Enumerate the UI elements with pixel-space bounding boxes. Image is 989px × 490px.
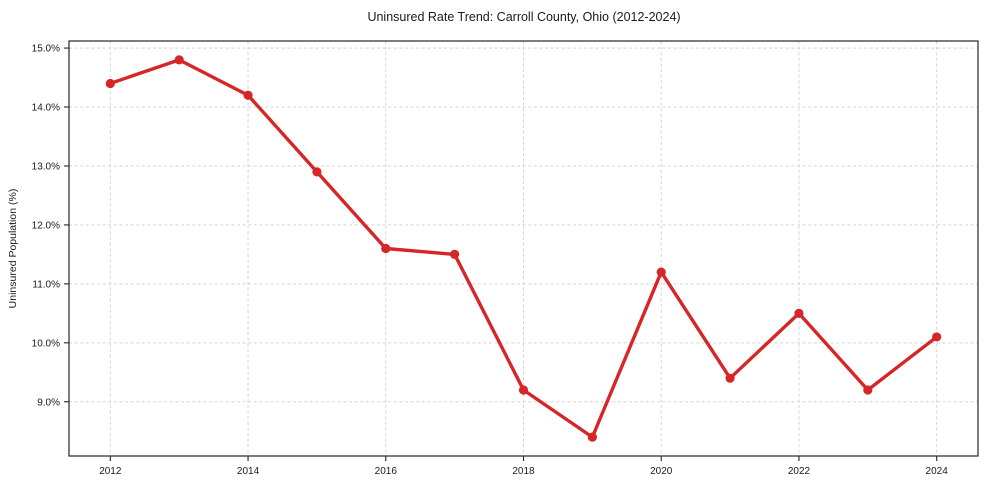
x-tick-label: 2020 [650,466,673,477]
y-tick-label: 12.0% [32,220,60,231]
data-point-marker [312,167,322,177]
y-axis-label: Uninsured Population (%) [7,189,19,309]
x-tick-labels: 2012 2014 2016 2018 2020 2022 2024 [99,466,948,477]
data-point-marker [450,249,460,259]
y-tick-label: 15.0% [32,44,60,55]
x-tick-label: 2024 [926,466,949,477]
x-tick-label: 2012 [99,466,122,477]
data-point-marker [518,385,529,395]
y-tick-label: 13.0% [32,161,60,172]
data-series [105,55,942,442]
axis-ticks [64,47,938,461]
data-point-marker [587,432,597,442]
chart-title: Uninsured Rate Trend: Carroll County, Oh… [367,10,680,24]
y-tick-label: 14.0% [32,103,60,114]
data-point-marker [932,332,942,342]
data-point-marker [243,90,253,100]
data-point-marker [794,308,804,318]
data-point-marker [381,243,391,254]
x-tick-label: 2016 [375,466,398,477]
y-tick-label: 10.0% [32,338,60,349]
y-tick-label: 9.0% [37,397,60,408]
y-tick-labels: 9.0% 10.0% 11.0% 12.0% 13.0% 14.0% 15.0% [32,44,60,409]
data-point-marker [174,55,184,65]
gridlines [69,41,978,456]
data-point-marker [725,373,735,383]
y-tick-label: 11.0% [32,279,60,290]
x-tick-label: 2018 [512,466,535,477]
data-point-marker [656,267,666,277]
data-point-marker [863,385,873,395]
data-point-marker [105,78,115,89]
x-tick-label: 2014 [237,466,260,477]
x-tick-label: 2022 [788,466,811,477]
